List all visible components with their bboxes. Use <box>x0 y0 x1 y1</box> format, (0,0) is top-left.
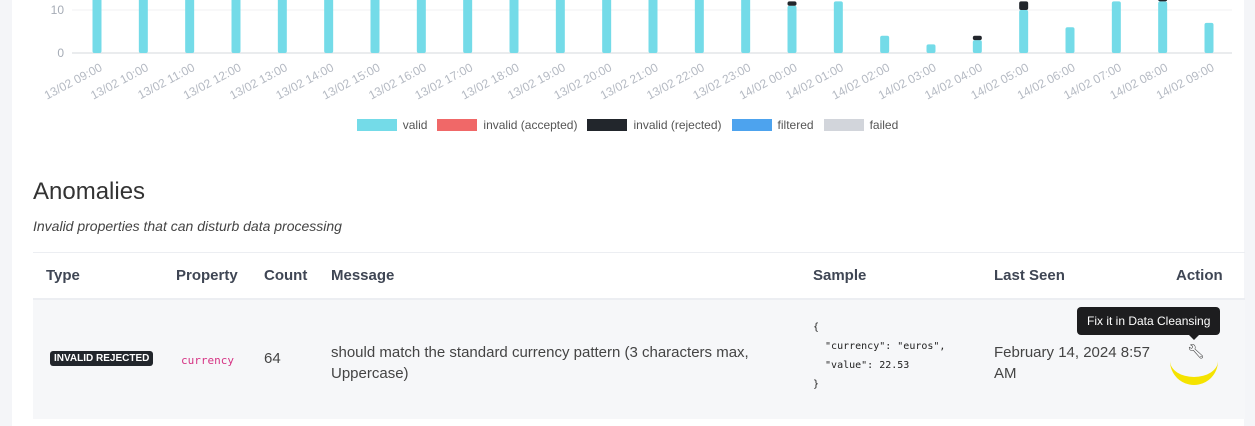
col-count: Count <box>264 267 308 284</box>
col-message: Message <box>331 267 395 284</box>
legend-swatch <box>437 119 478 131</box>
col-type: Type <box>46 267 80 284</box>
legend-swatch <box>587 119 628 131</box>
count-value: 64 <box>264 350 281 367</box>
legend-label: invalid (rejected) <box>633 118 722 132</box>
bar-valid <box>833 1 843 53</box>
bar-valid <box>1111 1 1121 53</box>
col-property: Property <box>176 267 238 284</box>
bar-valid <box>972 40 982 53</box>
legend-label: invalid (accepted) <box>483 118 578 132</box>
bar-valid <box>463 0 473 53</box>
legend-item[interactable]: filtered <box>731 118 814 132</box>
sample-json: { "currency": "euros", "value": 22.53 } <box>813 322 946 390</box>
legend-swatch <box>823 119 864 131</box>
table-header: Type Property Count Message Sample Last … <box>33 252 1245 300</box>
anomalies-table: Type Property Count Message Sample Last … <box>33 252 1245 419</box>
bar-valid <box>880 35 890 53</box>
col-action: Action <box>1176 267 1223 284</box>
property-name: currency <box>181 354 234 367</box>
bar-valid <box>92 0 102 53</box>
highlight-mark <box>1170 357 1218 385</box>
bar-valid <box>648 0 658 53</box>
bar-valid <box>694 0 704 53</box>
bar-invalid-rejected- <box>972 35 982 41</box>
col-sample: Sample <box>813 267 867 284</box>
col-last-seen: Last Seen <box>994 267 1065 284</box>
bar-valid <box>416 0 426 53</box>
bar-valid <box>555 0 565 53</box>
bar-valid <box>138 0 148 53</box>
message-text: should match the standard currency patte… <box>331 344 749 382</box>
status-badge: INVALID REJECTED <box>50 351 154 366</box>
bar-valid <box>1158 1 1168 53</box>
bar-valid <box>324 0 334 53</box>
bar-valid <box>1204 22 1214 53</box>
bar-invalid-rejected- <box>1158 0 1168 2</box>
y-tick-label: 10 <box>51 3 65 17</box>
legend-swatch <box>731 119 772 131</box>
legend-label: valid <box>402 118 428 132</box>
bar-valid <box>1065 27 1075 53</box>
action-tooltip: Fix it in Data Cleansing <box>1077 307 1221 340</box>
legend-item[interactable]: valid <box>356 118 428 132</box>
bar-valid <box>602 0 612 53</box>
bar-valid <box>1019 10 1029 53</box>
table-row: INVALID REJECTED currency 64 should matc… <box>33 300 1245 419</box>
bar-valid <box>741 0 751 53</box>
section-subtitle: Invalid properties that can disturb data… <box>33 218 342 234</box>
bar-invalid-rejected- <box>1019 1 1029 11</box>
bar-valid <box>277 0 287 53</box>
wrench-icon[interactable]: 🔧︎ <box>1187 343 1205 359</box>
legend-item[interactable]: invalid (accepted) <box>437 118 577 132</box>
legend-label: filtered <box>777 118 814 132</box>
bar-valid <box>926 44 936 53</box>
legend-item[interactable]: failed <box>823 118 899 132</box>
bar-valid <box>370 0 380 53</box>
bar-invalid-rejected- <box>787 1 797 6</box>
legend-swatch <box>356 119 397 131</box>
bar-valid <box>509 0 519 53</box>
bar-valid <box>787 5 797 53</box>
bar-valid <box>231 0 241 53</box>
section-title: Anomalies <box>33 178 146 205</box>
legend-label: failed <box>869 118 899 132</box>
chart-legend: valid invalid (accepted) invalid (rejected… <box>0 118 1255 132</box>
last-seen: February 14, 2024 8:57 AM <box>994 344 1150 382</box>
y-tick-label: 0 <box>57 46 64 60</box>
bar-valid <box>185 0 195 53</box>
legend-item[interactable]: invalid (rejected) <box>587 118 722 132</box>
